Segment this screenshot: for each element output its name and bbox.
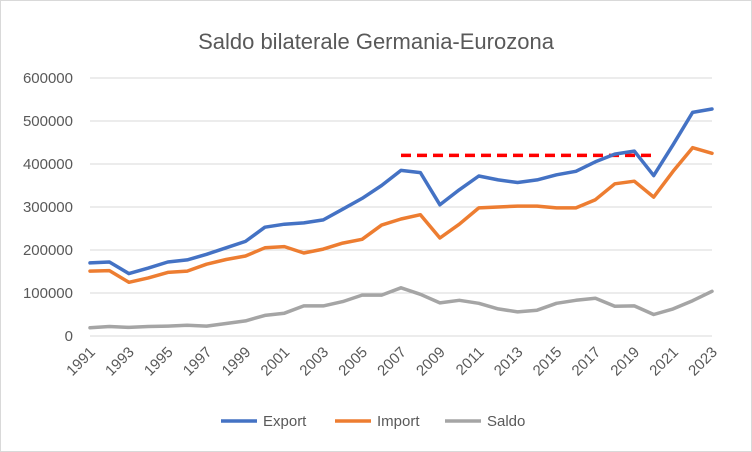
legend-label-saldo: Saldo xyxy=(487,413,525,430)
x-tick-label: 2009 xyxy=(413,344,449,380)
x-tick-label: 1991 xyxy=(63,344,99,380)
series-line-export xyxy=(88,107,714,276)
y-tick-label: 100000 xyxy=(23,285,73,302)
y-tick-label: 0 xyxy=(65,328,73,345)
x-tick-label: 2023 xyxy=(685,344,721,380)
y-tick-label: 500000 xyxy=(23,113,73,130)
x-tick-label: 2005 xyxy=(335,344,371,380)
legend: Export Import Saldo xyxy=(221,413,525,430)
legend-label-export: Export xyxy=(263,413,307,430)
grid xyxy=(90,77,712,337)
series-line-saldo xyxy=(88,286,714,330)
x-tick-label: 2017 xyxy=(569,344,605,380)
x-tick-label: 2019 xyxy=(607,344,643,380)
series-line-import xyxy=(88,145,714,285)
x-tick-label: 2001 xyxy=(258,344,294,380)
x-tick-label: 2013 xyxy=(491,344,527,380)
x-axis-ticks: 1991 1993 1995 1997 1999 2001 2003 2005 2007 2009… xyxy=(63,344,721,380)
x-tick-label: 1997 xyxy=(180,344,216,380)
x-tick-label: 1999 xyxy=(219,344,255,380)
x-tick-label: 2015 xyxy=(530,344,566,380)
x-tick-label: 2021 xyxy=(646,344,682,380)
legend-label-import: Import xyxy=(377,413,420,430)
x-tick-label: 2011 xyxy=(453,344,488,379)
series-layer xyxy=(88,107,714,330)
chart-title: Saldo bilaterale Germania-Eurozona xyxy=(198,29,555,54)
y-tick-label: 600000 xyxy=(23,70,73,87)
x-tick-label: 1995 xyxy=(141,344,177,380)
y-tick-label: 300000 xyxy=(23,199,73,216)
x-tick-label: 1993 xyxy=(102,344,138,380)
y-tick-label: 200000 xyxy=(23,242,73,259)
y-tick-label: 400000 xyxy=(23,156,73,173)
y-axis-ticks: 0 100000 200000 300000 400000 500000 600000 xyxy=(23,70,73,345)
x-tick-label: 2003 xyxy=(296,344,332,380)
x-tick-label: 2007 xyxy=(374,344,410,380)
